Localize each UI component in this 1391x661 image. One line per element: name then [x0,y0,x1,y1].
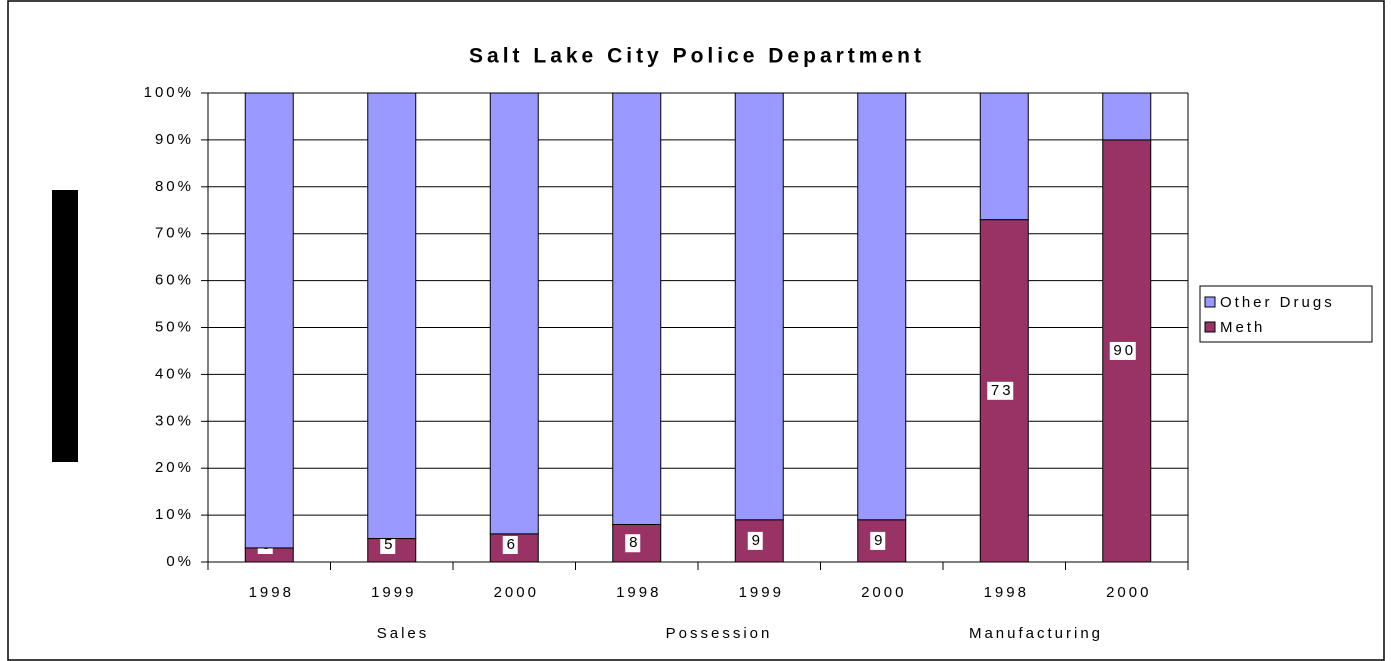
data-label-bg [380,536,396,554]
bar-segment [244,92,294,549]
data-label: 6 [507,536,518,553]
y-tick-label: 20% [155,459,194,476]
group-label: Sales [377,625,430,642]
x-tick-label: 2000 [1106,584,1151,601]
x-tick-label: 1999 [371,584,416,601]
x-tick-label: 1998 [616,584,661,601]
bar-segment [489,92,539,535]
legend-label: Meth [1220,319,1265,336]
data-label-bg [502,536,518,554]
y-tick-label: 10% [155,506,194,523]
hidden-axis-title [52,190,78,462]
y-tick-label: 30% [155,412,194,429]
data-label-bg [1109,341,1136,360]
y-tick-label: 70% [155,225,194,242]
chart-title: Salt Lake City Police Department [469,45,925,68]
bar-segment [367,92,417,540]
bar-segment [857,92,907,521]
x-tick-label: 2000 [861,584,906,601]
data-label: 90 [1113,342,1136,359]
x-tick-label: 1998 [249,584,294,601]
data-label: 9 [752,532,763,549]
legend-label: Other Drugs [1220,294,1335,311]
data-label-bg [870,531,886,550]
y-tick-label: 50% [155,318,194,335]
x-tick-label: 2000 [494,584,539,601]
legend-swatch [1204,321,1216,333]
data-label-bg [625,534,641,553]
chart-frame [7,0,1385,661]
x-tick-label: 1998 [984,584,1029,601]
y-tick-label: 60% [155,272,194,289]
bar-segment [1102,92,1152,141]
y-tick-label: 100% [144,84,194,101]
bar-segment [734,92,784,521]
data-label-bg [747,531,763,550]
data-label: 9 [874,532,885,549]
group-label: Possession [666,625,773,642]
x-tick-label: 1999 [739,584,784,601]
legend-swatch [1204,296,1216,308]
y-tick-label: 80% [155,178,194,195]
legend [1199,285,1373,343]
group-label: Manufacturing [969,625,1103,642]
bar-segment [612,92,662,525]
y-tick-label: 0% [166,553,194,570]
data-label-bg [987,381,1014,400]
data-label: 5 [384,536,395,553]
y-tick-label: 40% [155,365,194,382]
data-label: 73 [991,382,1014,399]
bar-segment [979,92,1029,221]
data-label: 8 [629,534,640,551]
y-tick-label: 90% [155,131,194,148]
